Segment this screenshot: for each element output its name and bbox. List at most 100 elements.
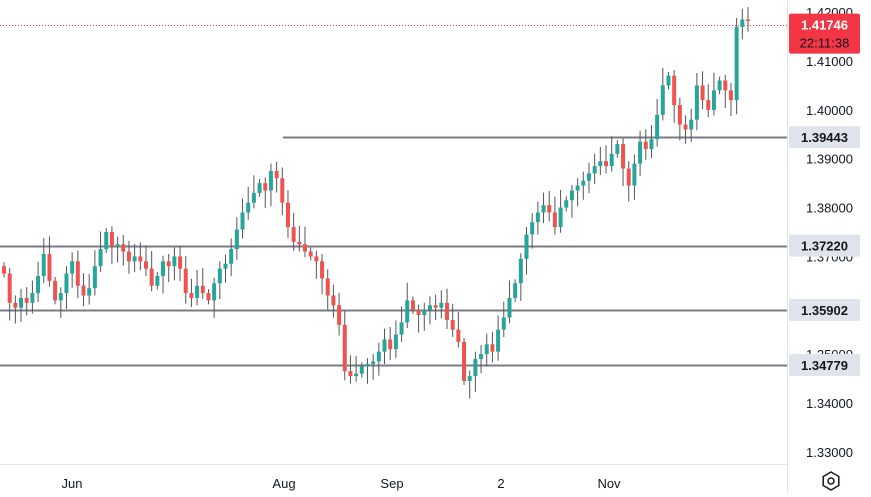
- level-tag-label: 1.35902: [801, 303, 848, 318]
- candle-body: [564, 200, 569, 208]
- candle-body: [728, 90, 733, 101]
- level-tag-label: 1.37220: [801, 239, 848, 254]
- candle-body: [672, 75, 677, 106]
- candle-body: [689, 119, 694, 130]
- candle-body: [371, 361, 376, 364]
- level-tag: [789, 234, 860, 257]
- candles: [2, 7, 750, 399]
- candle-body: [479, 354, 484, 359]
- candle-body: [359, 366, 364, 374]
- candle-body: [303, 244, 308, 252]
- candle-body: [257, 183, 262, 193]
- candle-body: [115, 244, 120, 247]
- candle-body: [388, 339, 393, 350]
- candle-body: [234, 229, 239, 250]
- candle-body: [58, 293, 63, 301]
- candle-body: [280, 178, 285, 203]
- candle-body: [161, 261, 166, 276]
- candle-body: [325, 278, 330, 296]
- candle-body: [92, 266, 97, 289]
- candle-body: [53, 280, 58, 301]
- candle-body: [456, 329, 461, 342]
- candle-body: [626, 168, 631, 186]
- candle-body: [240, 212, 245, 230]
- candle-body: [666, 75, 671, 86]
- candle-body: [581, 180, 586, 186]
- candle-body: [36, 275, 41, 294]
- candle-body: [320, 261, 325, 279]
- candle-body: [530, 222, 535, 235]
- candle-body: [552, 212, 557, 228]
- candle-body: [30, 293, 35, 303]
- candle-body: [217, 268, 222, 284]
- candle-body: [740, 19, 745, 27]
- candle-body: [717, 80, 722, 91]
- x-tick-label: Jun: [62, 476, 83, 491]
- candle-body: [683, 124, 688, 130]
- time-axis[interactable]: Jun Aug Sep 2 Nov: [62, 476, 622, 491]
- settings-button[interactable]: [820, 470, 842, 492]
- y-tick-label: 1.41000: [806, 54, 853, 69]
- y-tick-label: 1.33000: [806, 445, 853, 460]
- x-tick-label: Nov: [597, 476, 621, 491]
- y-tick-label: 1.39000: [806, 152, 853, 167]
- candle-body: [643, 141, 648, 149]
- candle-body: [64, 273, 69, 294]
- candle-body: [314, 256, 319, 262]
- candle-body: [484, 344, 489, 355]
- candle-body: [337, 305, 342, 325]
- candle-body: [98, 249, 103, 267]
- candle-body: [274, 170, 279, 179]
- candle-body: [291, 227, 296, 242]
- candle-body: [149, 268, 154, 286]
- candle-body: [638, 141, 643, 164]
- candle-body: [121, 244, 126, 252]
- y-tick-label: 1.34000: [806, 396, 853, 411]
- candle-body: [183, 268, 188, 294]
- candle-body: [246, 202, 251, 213]
- candle-body: [41, 253, 46, 276]
- candle-body: [734, 26, 739, 101]
- candle-body: [604, 161, 609, 167]
- candle-body: [655, 114, 660, 140]
- candle-body: [172, 256, 177, 267]
- candle-body: [2, 266, 6, 274]
- candle-body: [104, 232, 109, 250]
- candle-body: [138, 256, 143, 262]
- candle-body: [70, 261, 75, 274]
- candle-body: [615, 144, 620, 154]
- candle-body: [47, 253, 52, 281]
- candle-body: [427, 305, 432, 311]
- level-tag: [789, 126, 860, 149]
- candle-body: [598, 161, 603, 167]
- candle-body: [399, 322, 404, 335]
- candle-body: [376, 351, 381, 362]
- candle-body: [229, 249, 234, 264]
- candle-body: [711, 90, 716, 110]
- candle-body: [518, 258, 523, 284]
- candle-body: [155, 275, 160, 286]
- candle-body: [263, 183, 268, 191]
- level-tag-label: 1.39443: [801, 130, 848, 145]
- candle-body: [490, 344, 495, 352]
- candle-body: [660, 85, 665, 115]
- candle-body: [126, 251, 131, 262]
- candle-body: [132, 256, 137, 262]
- candle-body: [535, 212, 540, 223]
- candle-body: [473, 358, 478, 377]
- y-tick-label: 1.38000: [806, 201, 853, 216]
- candle-body: [694, 85, 699, 120]
- candle-body: [575, 185, 580, 191]
- candle-body: [496, 329, 501, 352]
- candle-body: [592, 166, 597, 174]
- candle-body: [75, 261, 80, 286]
- candle-body: [24, 297, 29, 303]
- x-tick-label: Aug: [272, 476, 295, 491]
- level-tag-label: 1.34779: [801, 358, 848, 373]
- candle-body: [143, 261, 148, 269]
- candle-body: [621, 144, 626, 169]
- price-axis[interactable]: 1.420001.410001.400001.390001.380001.370…: [806, 5, 853, 460]
- candle-body: [200, 285, 205, 294]
- current-price-tag: [789, 13, 860, 54]
